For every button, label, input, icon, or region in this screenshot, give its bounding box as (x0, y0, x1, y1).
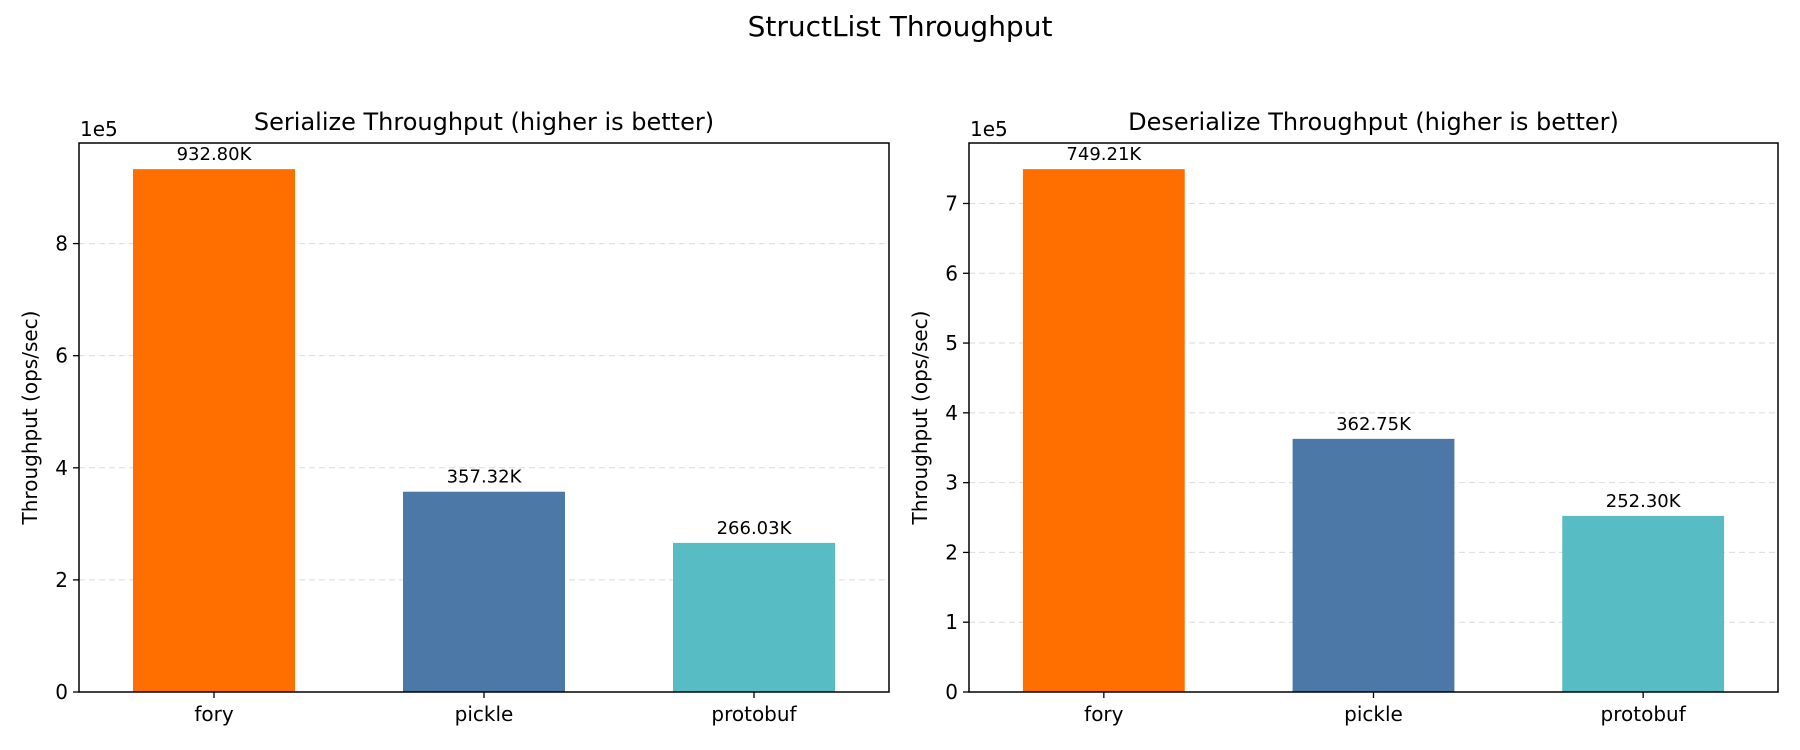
y-tick-label: 1 (945, 610, 958, 634)
y-tick-label: 0 (55, 680, 68, 704)
deserialize-chart: 749.21K 362.75K 252.30K 0 1 2 3 4 5 6 7 fory pickle p… (908, 108, 1779, 726)
data-label: 252.30K (1606, 491, 1682, 512)
data-label: 749.21K (1066, 144, 1142, 165)
chart-title: Serialize Throughput (higher is better) (254, 108, 714, 136)
serialize-chart: 932.80K 357.32K 266.03K 0 2 4 6 8 fory pickle prot… (18, 108, 890, 726)
x-tick-label: fory (194, 702, 234, 726)
y-tick-label: 6 (55, 344, 68, 368)
y-tick-label: 6 (945, 261, 958, 285)
x-tick-label: protobuf (711, 702, 797, 726)
x-tick-label: pickle (1344, 702, 1403, 726)
x-tick-label: pickle (455, 702, 514, 726)
data-label: 266.03K (717, 518, 793, 539)
y-axis-label: Throughput (ops/sec) (908, 311, 932, 526)
y-tick-label: 0 (945, 680, 958, 704)
x-tick-label: fory (1084, 702, 1124, 726)
bar-protobuf (673, 542, 835, 692)
figure-title: StructList Throughput (748, 10, 1053, 43)
bar-protobuf (1562, 515, 1725, 692)
y-offset-label: 1e5 (970, 117, 1008, 141)
bar-fory (133, 169, 295, 693)
bar-pickle (1292, 438, 1455, 692)
y-axis-label: Throughput (ops/sec) (18, 311, 42, 526)
bar-fory (1022, 169, 1185, 693)
y-tick-label: 8 (55, 232, 68, 256)
y-tick-label: 3 (945, 471, 958, 495)
data-label: 357.32K (447, 467, 523, 488)
x-tick-label: protobuf (1601, 702, 1687, 726)
bar-pickle (403, 491, 565, 692)
y-tick-label: 7 (945, 191, 958, 215)
y-tick-label: 4 (55, 456, 68, 480)
y-tick-label: 4 (945, 401, 958, 425)
y-tick-label: 2 (55, 568, 68, 592)
chart-title: Deserialize Throughput (higher is better… (1128, 108, 1619, 136)
y-tick-label: 2 (945, 540, 958, 564)
data-label: 362.75K (1336, 414, 1412, 435)
data-label: 932.80K (177, 144, 253, 165)
y-tick-label: 5 (945, 331, 958, 355)
y-offset-label: 1e5 (80, 117, 118, 141)
